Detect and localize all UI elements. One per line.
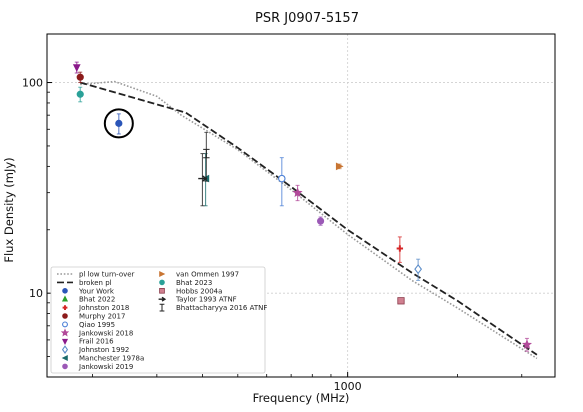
data-point-5-0 xyxy=(292,187,303,197)
legend-marker-swatch xyxy=(159,303,165,312)
legend-label: Hobbs 2004a xyxy=(176,287,222,295)
legend-marker-swatch xyxy=(159,287,165,294)
legend-label: Qiao 1995 xyxy=(79,321,115,329)
annotations xyxy=(103,108,134,139)
legend-label: Your Work xyxy=(78,287,115,295)
axis-ticks: 1000 10 100 xyxy=(22,77,523,393)
highlight-circle xyxy=(103,108,134,139)
legend-label: broken pl xyxy=(79,279,112,287)
data-point-11-0 xyxy=(76,90,84,98)
data-point-5-1 xyxy=(522,339,532,349)
data-point-10-0 xyxy=(335,162,344,171)
legend-marker-swatch xyxy=(61,295,69,302)
legend-label: van Ommen 1997 xyxy=(176,271,239,279)
legend-label: Johnston 2018 xyxy=(78,304,129,312)
legend-marker-swatch xyxy=(61,338,69,345)
legend-label: Jankowski 2018 xyxy=(78,329,133,337)
data-point-7-0 xyxy=(414,264,423,275)
legend-marker-swatch xyxy=(62,321,68,328)
chart-title: PSR J0907-5157 xyxy=(255,11,359,26)
legend-label: Johnston 1992 xyxy=(78,346,129,354)
data-point-3-0 xyxy=(76,73,84,81)
legend-label: Taylor 1993 ATNF xyxy=(175,296,237,304)
legend-marker-swatch xyxy=(62,305,68,310)
fit-lines xyxy=(79,80,538,360)
legend-label: Jankowski 2019 xyxy=(78,363,133,371)
legend-marker-swatch xyxy=(61,354,68,362)
legend-marker-swatch xyxy=(60,328,70,337)
data-points xyxy=(72,61,532,352)
data-point-4-0 xyxy=(278,174,286,183)
y-tick-label: 10 xyxy=(29,287,43,300)
legend-label: Murphy 2017 xyxy=(79,313,125,321)
legend-box xyxy=(50,266,266,374)
data-point-9-0 xyxy=(316,217,325,225)
legend-marker-swatch xyxy=(62,313,68,319)
x-tick-label: 1000 xyxy=(334,380,362,393)
legend-label: Bhat 2023 xyxy=(176,279,212,287)
y-axis-label: Flux Density (mJy) xyxy=(2,157,16,262)
data-point-0-0 xyxy=(115,119,123,127)
fit-line-1 xyxy=(79,81,538,356)
legend-label: Bhattacharyya 2016 ATNF xyxy=(176,304,267,312)
legend-marker-swatch xyxy=(159,279,165,286)
data-point-2-0 xyxy=(396,245,404,252)
legend-marker-swatch xyxy=(159,270,166,278)
legend-marker-swatch xyxy=(61,345,69,354)
plot-frame xyxy=(46,33,556,378)
y-tick-label: 100 xyxy=(22,77,43,90)
legend-label: Bhat 2022 xyxy=(79,296,115,304)
legend-marker-swatch xyxy=(158,296,167,302)
legend-label: pl low turn-over xyxy=(79,271,135,279)
data-point-12-0 xyxy=(397,297,405,305)
legend-marker-swatch xyxy=(62,287,68,294)
legend-marker-swatch xyxy=(62,363,68,370)
data-point-14-0 xyxy=(203,148,210,159)
data-point-6-0 xyxy=(72,64,81,72)
legend-label: Frail 2016 xyxy=(79,338,114,346)
x-axis-label: Frequency (MHz) xyxy=(253,391,350,405)
legend-label: Manchester 1978a xyxy=(79,355,144,363)
